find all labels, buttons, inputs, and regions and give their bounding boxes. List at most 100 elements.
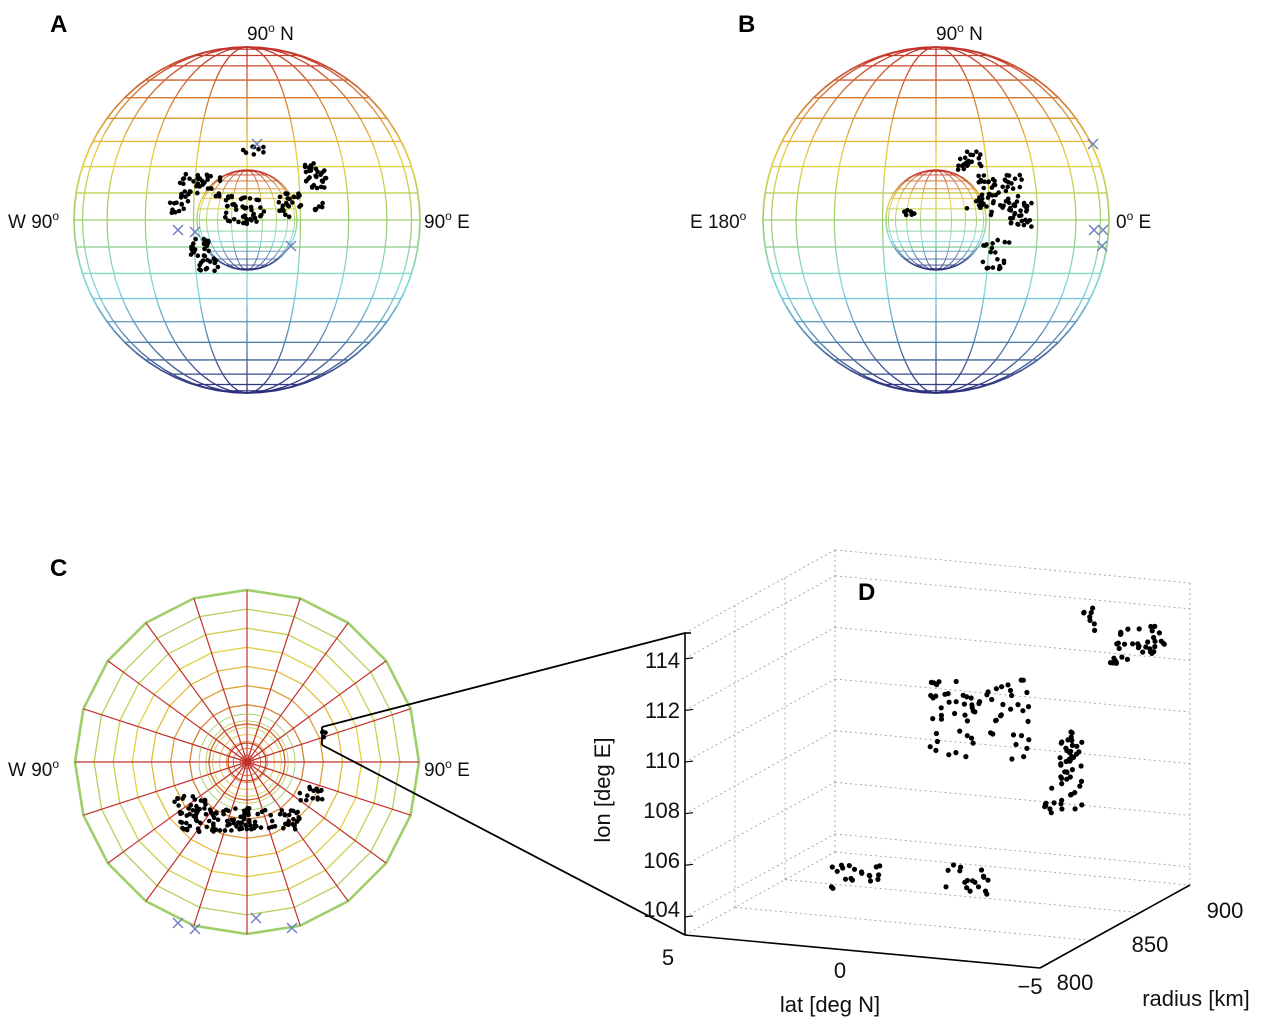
panel-b-outer-sphere-meridian-segment: [1035, 189, 1038, 205]
panel-b-outer-sphere-meridian-segment: [1018, 306, 1025, 320]
panel-b-outer-sphere-outline-segment: [1022, 69, 1036, 80]
panel-b-outer-sphere-meridian-segment: [808, 292, 816, 307]
event-point: [1005, 184, 1010, 190]
panel-b-outer-sphere-meridian-segment: [1033, 249, 1037, 265]
panel-a-outer-sphere-outline-segment: [403, 146, 411, 162]
event-point: [179, 202, 184, 207]
panel-b-inner-sphere-meridian-segment: [894, 191, 898, 196]
panel-a-outer-sphere-meridian-segment: [200, 120, 204, 134]
panel-b-inner-sphere-meridian-segment: [922, 244, 924, 249]
panel-a-outer-sphere-meridian-segment: [271, 386, 284, 391]
panel-b-outer-sphere-outline-segment: [793, 108, 805, 122]
panel-a-inner-sphere-meridian-segment: [291, 232, 294, 238]
panel-b-outer-sphere-meridian-segment: [836, 87, 847, 99]
panel-b-outer-sphere-meridian-segment: [1070, 120, 1080, 134]
event-point: [972, 709, 978, 715]
event-point: [993, 250, 998, 255]
panel-b-inner-sphere-meridian-segment: [970, 194, 974, 200]
panel-b-outer-sphere-meridian-segment: [843, 133, 849, 148]
panel-a-outer-sphere-outline-segment: [231, 46, 248, 49]
panel-a-inner-sphere-meridian-segment: [250, 266, 253, 269]
panel-a-outer-sphere-meridian-segment: [156, 77, 168, 88]
panel-a-inner-sphere-meridian-segment: [220, 257, 225, 262]
panel-a-inner-sphere-meridian-segment: [210, 251, 214, 256]
panel-b-outer-sphere-meridian-segment: [882, 189, 885, 205]
panel-b-outer-sphere-meridian-segment: [1061, 108, 1072, 122]
event-point: [970, 152, 976, 158]
panel-b-outer-sphere-meridian-segment: [1023, 292, 1029, 307]
event-point: [967, 888, 973, 894]
panel-b-inner-sphere-meridian-segment: [909, 178, 914, 183]
panel-a-outer-sphere-meridian-segment: [228, 52, 234, 58]
panel-a-inner-sphere-outline-segment: [259, 171, 265, 174]
panel-b-inner-sphere-meridian-segment: [962, 178, 967, 183]
panel-a-outer-sphere-outline-segment: [104, 318, 116, 332]
panel-a-outer-sphere-meridian-segment: [146, 175, 150, 191]
event-point: [177, 180, 183, 186]
panel-a-outer-sphere-meridian-segment: [373, 278, 380, 294]
panel-b-outer-sphere-meridian-segment: [894, 97, 899, 109]
panel-a-inner-sphere-meridian-segment: [273, 198, 276, 204]
panel-b-outer-sphere-meridian-segment: [944, 49, 951, 54]
panel-b-inner-sphere-meridian-segment: [942, 174, 945, 177]
panel-a-inner-sphere-outline-segment: [214, 178, 219, 183]
panel-d-z-axis-title: radius [km]: [1142, 986, 1250, 1011]
panel-b-inner-sphere-meridian-segment: [945, 181, 948, 185]
panel-b-outer-sphere-meridian-segment: [985, 160, 989, 176]
panel-b-outer-sphere-meridian-segment: [983, 146, 987, 161]
panel-b-outer-sphere-meridian-segment: [953, 376, 960, 383]
event-point: [969, 702, 975, 708]
event-point: [962, 712, 968, 718]
event-point: [1058, 801, 1064, 807]
event-point: [1049, 785, 1055, 791]
panel-a-outer-sphere-meridian-segment: [97, 133, 106, 148]
panel-b-outer-sphere-meridian-segment: [981, 293, 986, 307]
event-point: [993, 686, 1000, 692]
event-point: [1013, 741, 1019, 748]
panel-b-outer-sphere-meridian-segment: [1073, 189, 1077, 205]
panel-label-a: A: [50, 11, 67, 38]
panel-b-inner-sphere-meridian-segment: [925, 171, 929, 174]
panel-a-inner-sphere-outline-segment: [225, 264, 231, 268]
panel-b-outer-sphere-meridian-segment: [773, 175, 778, 191]
event-point: [318, 788, 324, 794]
event-point: [311, 182, 317, 188]
event-point: [181, 206, 186, 212]
panel-b-outer-sphere-outline-segment: [1092, 278, 1100, 294]
panel-a-inner-sphere-meridian-segment: [275, 251, 279, 256]
event-point: [1119, 654, 1125, 660]
panel-b-outer-sphere-meridian-segment: [953, 49, 963, 54]
event-point: [1047, 806, 1053, 812]
panel-a-outer-sphere-meridian-segment: [255, 49, 262, 54]
panel-a-outer-sphere-meridian-segment: [91, 146, 99, 162]
panel-b-west-label: E 180o: [690, 209, 747, 233]
event-point: [995, 237, 1000, 243]
panel-b-inner-sphere-meridian-segment: [898, 194, 902, 200]
event-point: [176, 208, 182, 214]
panel-d-grid-line: [684, 851, 836, 936]
panel-a-outer-sphere-meridian-segment: [280, 342, 286, 353]
panel-a-outer-sphere-meridian-segment: [289, 62, 299, 71]
panel-a-inner-sphere-meridian-segment: [229, 264, 234, 268]
panel-a-outer-sphere-meridian-segment: [223, 376, 230, 383]
panel-b-outer-sphere-meridian-segment: [866, 56, 880, 64]
panel-b-outer-sphere-meridian-segment: [853, 62, 867, 71]
panel-b-outer-sphere-outline-segment: [905, 46, 922, 51]
panel-a-east-label: 90o E: [424, 209, 470, 233]
panel-a-outer-sphere-outline-segment: [333, 360, 347, 371]
event-point: [238, 814, 243, 820]
panel-b-inner-sphere-meridian-segment: [945, 264, 949, 268]
event-point: [1059, 781, 1065, 787]
event-point: [310, 796, 316, 801]
event-point: [286, 822, 291, 828]
event-point: [1012, 176, 1018, 182]
event-point: [859, 869, 865, 875]
panel-a-north-label: 90o N: [247, 21, 294, 45]
panel-a-outer-sphere-meridian-segment: [334, 292, 340, 307]
panel-a-outer-sphere-meridian-segment: [316, 69, 328, 79]
panel-b-inner-sphere-outline-segment: [980, 236, 984, 242]
panel-b-inner-sphere-meridian-segment: [938, 267, 941, 270]
event-point: [229, 828, 234, 833]
panel-c-inner-spoke: [231, 716, 248, 763]
panel-b-outer-sphere-outline-segment: [802, 330, 815, 343]
